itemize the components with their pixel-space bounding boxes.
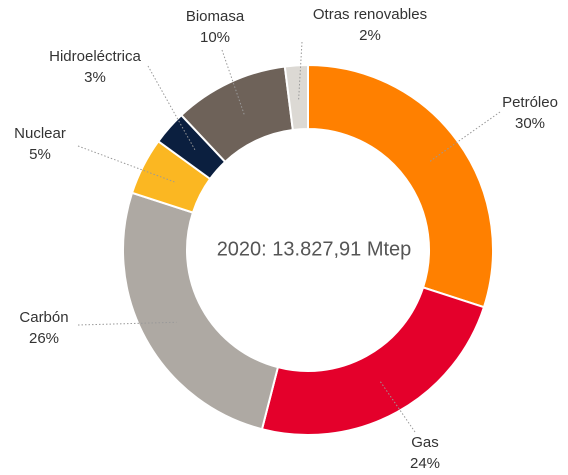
- segment-value-label: 10%: [200, 29, 230, 46]
- segment-value-label: 24%: [410, 455, 440, 472]
- segment-label: Hidroeléctrica: [49, 48, 141, 65]
- segment-value-label: 2%: [359, 27, 381, 44]
- segment-value-label: 3%: [84, 69, 106, 86]
- segment-value-label: 26%: [29, 330, 59, 347]
- donut: [122, 63, 494, 436]
- center-label: 2020: 13.827,91 Mtep: [217, 238, 412, 260]
- segment-label: Biomasa: [186, 8, 245, 25]
- segment-label: Carbón: [19, 309, 68, 326]
- leader-line: [221, 49, 245, 115]
- donut-segment: [307, 63, 494, 309]
- leader-line: [298, 41, 303, 101]
- leader-line: [147, 65, 196, 152]
- donut-segment: [122, 191, 280, 431]
- leader-line: [77, 321, 177, 326]
- segment-label: Otras renovables: [313, 6, 427, 23]
- segment-label: Gas: [411, 434, 439, 451]
- leader-line: [429, 111, 501, 163]
- segment-value-label: 5%: [29, 146, 51, 163]
- donut-segment: [283, 63, 309, 132]
- segment-label: Nuclear: [14, 125, 66, 142]
- donut-segment: [260, 286, 486, 436]
- segment-value-label: 30%: [515, 115, 545, 132]
- segment-label: Petróleo: [502, 94, 558, 111]
